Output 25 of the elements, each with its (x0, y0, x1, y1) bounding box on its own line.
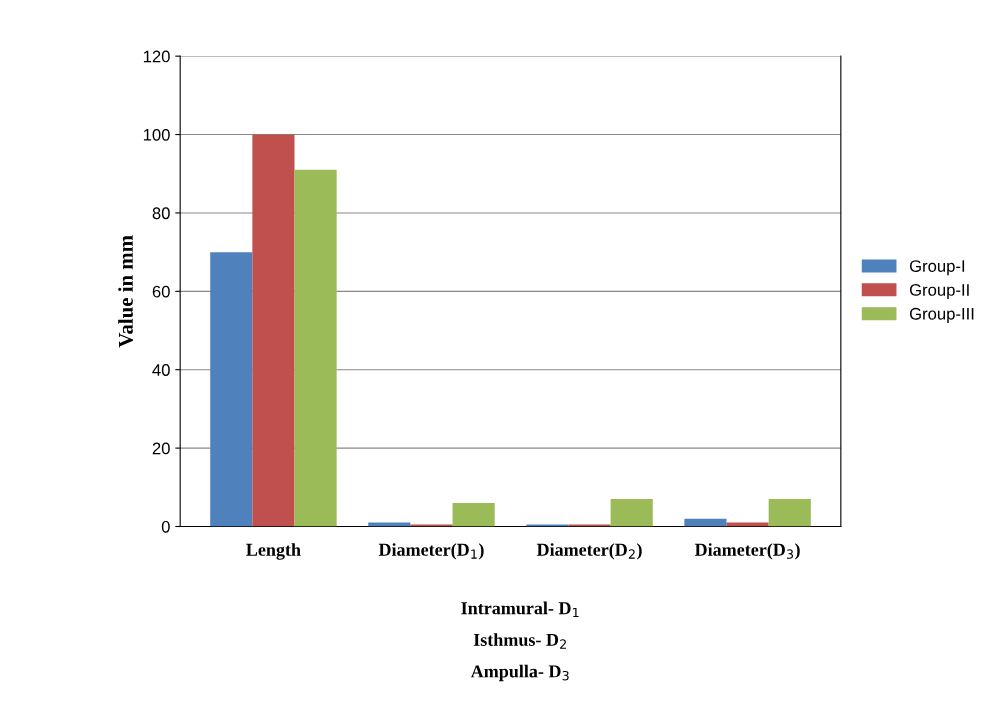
text: Ampulla- D$_{3}$ (470, 664, 569, 682)
legend-label: Group-II (909, 284, 969, 300)
y-tick-label: 80 (152, 207, 170, 220)
y-tick-label: 20 (152, 442, 170, 455)
bar (452, 502, 495, 527)
bar (210, 252, 253, 527)
bar (768, 499, 811, 527)
y-axis-title: Value in mm (118, 235, 133, 348)
bar (684, 518, 727, 527)
text: Intramural- D$_{1}$ (461, 601, 579, 618)
legend-label: Group-III (909, 307, 974, 323)
bar (252, 134, 295, 527)
bar (610, 499, 653, 527)
text: Isthmus- D$_{2}$ (473, 633, 566, 649)
y-tick-label: 40 (152, 364, 170, 376)
y-tick-label: 60 (152, 285, 170, 298)
y-tick-label: 0 (161, 520, 170, 533)
bar (294, 169, 337, 527)
x-tick-label: Diameter(D$_{3}$) (694, 543, 800, 560)
x-tick-label: Diameter(D$_{1}$) (378, 543, 484, 560)
y-tick-label: 100 (143, 128, 170, 141)
x-tick-label: Length (246, 543, 301, 560)
x-tick-label: Diameter(D$_{2}$) (536, 543, 642, 560)
legend-label: Group-I (909, 260, 965, 276)
y-tick-label: 120 (143, 50, 170, 63)
